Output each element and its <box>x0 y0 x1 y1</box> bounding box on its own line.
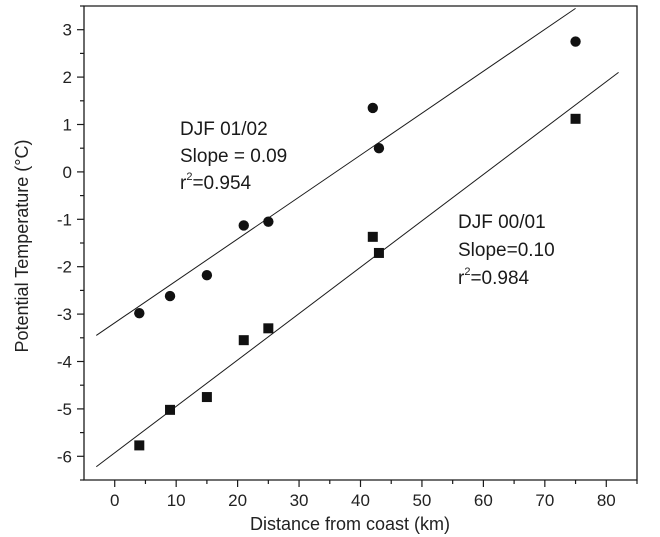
annotation-djf-01-02: DJF 01/02 Slope = 0.09 r2=0.954 <box>180 119 287 194</box>
point-circle-series-0 <box>367 102 378 114</box>
point-square-series-1 <box>165 404 176 415</box>
y-tick-label: 1 <box>63 116 72 135</box>
x-tick-label: 0 <box>110 491 119 510</box>
annotation-djf-00-01: DJF 00/01 Slope=0.10 r2=0.984 <box>458 212 555 289</box>
r2-superscript: 2 <box>464 266 470 278</box>
y-tick-label: 2 <box>63 68 72 87</box>
annotation-r2-djf-00-01: r2=0.984 <box>458 266 530 289</box>
point-square-series-1 <box>263 323 274 334</box>
point-circle-series-0 <box>263 216 274 227</box>
x-tick-label: 70 <box>535 491 554 510</box>
x-tick-label: 10 <box>167 491 186 510</box>
axes: 0 10 20 30 40 50 60 70 80 -6 -5 -4 -3 -2 -1 0 1 2 3 <box>57 5 638 510</box>
y-tick-label: -1 <box>57 210 72 229</box>
y-tick-label: -5 <box>57 400 72 419</box>
annotation-name-djf-00-01: DJF 00/01 <box>458 212 546 233</box>
point-square-series-1 <box>238 335 249 346</box>
annotation-slope-djf-00-01: Slope=0.10 <box>458 240 555 261</box>
fit-lines <box>95 7 619 468</box>
point-square-series-1 <box>201 392 212 403</box>
point-circle-series-0 <box>134 307 145 319</box>
y-tick-label: 3 <box>63 21 72 40</box>
point-square-series-1 <box>373 247 384 258</box>
x-tick-label: 40 <box>351 491 370 510</box>
point-circle-series-0 <box>164 290 176 302</box>
point-circle-series-0 <box>238 220 249 231</box>
fit-line-series-0 <box>96 7 576 336</box>
y-tick-label: -3 <box>57 305 72 324</box>
r2-prefix: r <box>458 268 465 289</box>
x-tick-label: 30 <box>290 491 309 510</box>
point-circle-series-0 <box>570 36 581 47</box>
r2-superscript: 2 <box>186 171 192 183</box>
y-axis-title: Potential Temperature (°C) <box>12 140 32 353</box>
y-tick-label: -6 <box>57 447 72 466</box>
x-tick-label: 80 <box>597 491 616 510</box>
fit-line-series-1 <box>95 71 619 468</box>
annotation-r2-djf-01-02: r2=0.954 <box>180 171 252 194</box>
point-circle-series-0 <box>201 270 213 281</box>
y-tick-label: -4 <box>57 353 72 372</box>
x-tick-label: 20 <box>228 491 247 510</box>
y-tick-label: 0 <box>63 163 72 182</box>
r2-value: =0.984 <box>470 268 529 289</box>
annotation-slope-djf-01-02: Slope = 0.09 <box>180 146 287 167</box>
point-circle-series-0 <box>373 143 385 154</box>
point-square-series-1 <box>367 231 378 242</box>
data-marks <box>134 36 581 451</box>
r2-value: =0.954 <box>192 173 251 194</box>
point-square-series-1 <box>570 113 581 124</box>
x-tick-label: 50 <box>412 491 431 510</box>
x-tick-label: 60 <box>474 491 493 510</box>
x-axis-title: Distance from coast (km) <box>250 514 450 534</box>
r2-prefix: r <box>180 173 187 194</box>
y-tick-label: -2 <box>57 258 72 277</box>
point-square-series-1 <box>134 440 145 451</box>
annotation-name-djf-01-02: DJF 01/02 <box>180 119 268 140</box>
